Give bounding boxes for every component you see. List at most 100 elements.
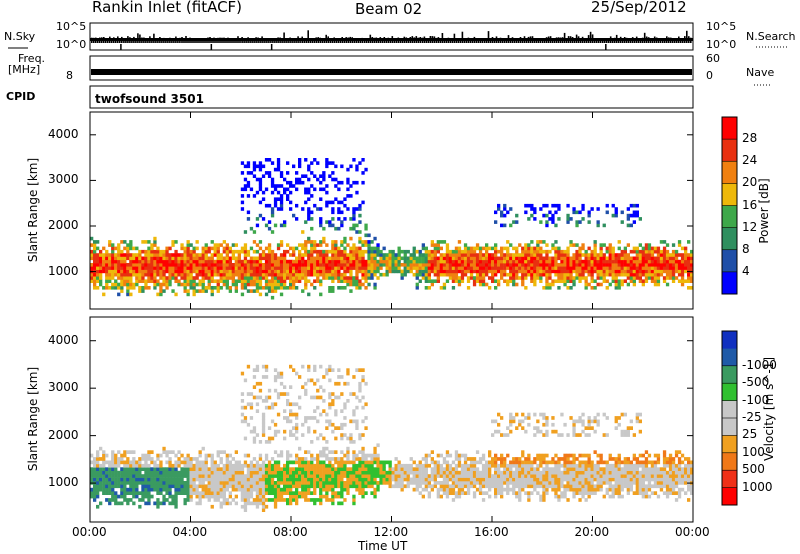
heatmap-cell: [424, 470, 428, 475]
heatmap-cell: [629, 259, 633, 264]
heatmap-cell: [105, 269, 109, 274]
heatmap-cell: [96, 246, 100, 251]
heatmap-cell: [126, 292, 130, 297]
heatmap-cell: [334, 184, 338, 188]
heatmap-cell: [325, 256, 329, 261]
heatmap-cell: [316, 436, 320, 441]
heatmap-cell: [442, 467, 447, 471]
heatmap-cell: [105, 256, 109, 261]
heatmap-cell: [283, 498, 287, 502]
heatmap-cell: [361, 467, 365, 471]
heatmap-cell: [554, 240, 558, 244]
heatmap-cell: [90, 276, 94, 280]
heatmap-cell: [524, 259, 528, 264]
heatmap-cell: [114, 279, 118, 283]
heatmap-cell: [497, 470, 501, 475]
heatmap-cell: [340, 433, 344, 437]
heatmap-cell: [337, 474, 341, 478]
heatmap-cell: [270, 286, 275, 290]
heatmap-cell: [587, 282, 591, 287]
heatmap-cell: [231, 243, 235, 247]
heatmap-cell: [569, 243, 573, 247]
heatmap-cell: [388, 484, 392, 489]
heatmap-cell: [322, 226, 326, 231]
heatmap-cell: [488, 453, 492, 458]
heatmap-cell: [548, 249, 552, 254]
heatmap-cell: [310, 282, 314, 287]
heatmap-cell: [460, 256, 465, 261]
heatmap-cell: [276, 453, 281, 458]
heatmap-cell: [545, 279, 549, 283]
heatmap-cell: [361, 256, 365, 261]
heatmap-cell: [334, 484, 338, 489]
heatmap-cell: [331, 481, 335, 485]
heatmap-cell: [264, 470, 269, 475]
heatmap-cell: [343, 381, 347, 386]
heatmap-cell: [207, 484, 211, 489]
heatmap-cell: [358, 213, 362, 218]
heatmap-cell: [304, 419, 308, 424]
heatmap-cell: [111, 243, 115, 247]
heatmap-cell: [376, 487, 380, 492]
heatmap-cell: [554, 470, 558, 475]
heatmap-cell: [442, 266, 447, 270]
heatmap-cell: [240, 249, 245, 254]
heatmap-cell: [198, 467, 202, 471]
heatmap-cell: [430, 467, 434, 471]
heatmap-cell: [114, 463, 118, 468]
heatmap-cell: [304, 253, 308, 257]
heatmap-cell: [403, 470, 407, 475]
heatmap-cell: [99, 446, 103, 451]
heatmap-cell: [319, 187, 323, 192]
heatmap-cell: [491, 419, 495, 424]
heatmap-cell: [361, 405, 365, 410]
heatmap-cell: [614, 279, 618, 283]
heatmap-cell: [415, 282, 419, 287]
heatmap-cell: [322, 474, 326, 478]
heatmap-cell: [325, 203, 329, 208]
heatmap-cell: [397, 269, 401, 274]
heatmap-cell: [566, 217, 570, 221]
heatmap-cell: [439, 286, 443, 290]
heatmap-cell: [557, 272, 561, 277]
heatmap-cell: [105, 474, 109, 478]
heatmap-cell: [403, 249, 407, 254]
heatmap-cell: [469, 253, 474, 257]
heatmap-cell: [638, 256, 642, 261]
heatmap-cell: [168, 467, 172, 471]
heatmap-cell: [195, 246, 199, 251]
heatmap-cell: [551, 243, 555, 247]
heatmap-cell: [409, 259, 413, 264]
heatmap-cell: [340, 481, 344, 485]
heatmap-cell: [234, 256, 238, 261]
heatmap-cell: [638, 279, 642, 283]
heatmap-cell: [436, 474, 440, 478]
heatmap-cell: [183, 259, 187, 264]
heatmap-cell: [641, 259, 645, 264]
heatmap-cell: [307, 266, 311, 270]
heatmap-cell: [283, 177, 287, 182]
heatmap-cell: [358, 368, 362, 372]
heatmap-cell: [626, 282, 630, 287]
heatmap-cell: [159, 470, 163, 475]
heatmap-cell: [563, 276, 567, 280]
heatmap-cell: [304, 187, 308, 192]
heatmap-cell: [304, 266, 308, 270]
heatmap-cell: [331, 501, 335, 506]
heatmap-cell: [548, 217, 552, 221]
heatmap-cell: [270, 295, 275, 300]
heatmap-cell: [337, 187, 341, 192]
heatmap-cell: [469, 266, 474, 270]
heatmap-cell: [319, 494, 323, 499]
heatmap-cell: [108, 276, 112, 280]
heatmap-cell: [361, 253, 365, 257]
heatmap-cell: [539, 477, 543, 482]
heatmap-cell: [304, 484, 308, 489]
heatmap-cell: [298, 446, 302, 451]
heatmap-cell: [322, 460, 326, 465]
heatmap-cell: [201, 460, 205, 465]
heatmap-cell: [126, 276, 130, 280]
heatmap-cell: [674, 249, 679, 254]
heatmap-cell: [430, 460, 434, 465]
heatmap-cell: [292, 470, 296, 475]
